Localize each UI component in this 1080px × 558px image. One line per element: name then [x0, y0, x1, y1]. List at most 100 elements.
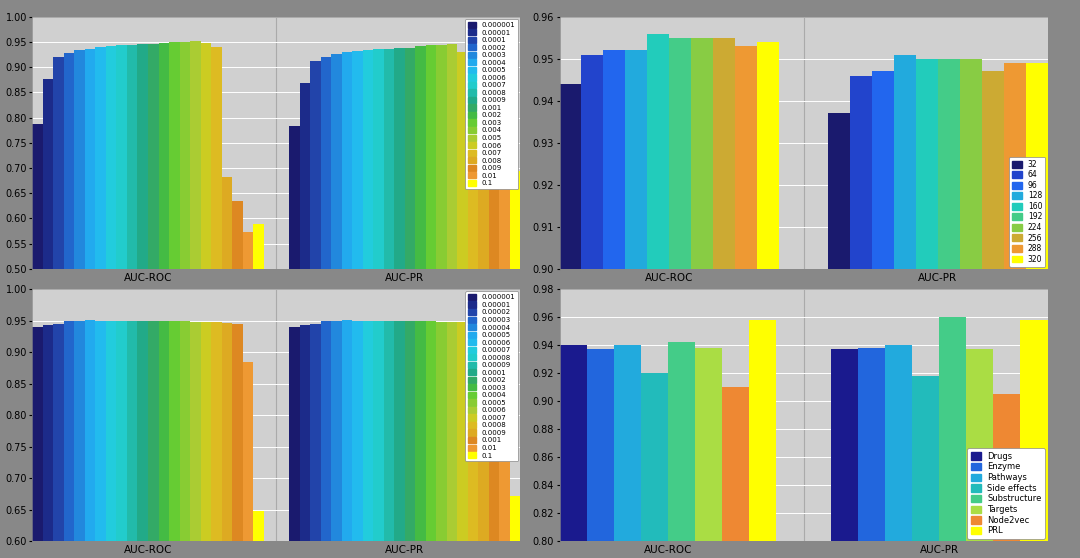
Bar — [243, 232, 253, 521]
Bar — [310, 61, 321, 521]
Bar — [669, 342, 696, 558]
Bar — [211, 323, 221, 558]
Legend: 32, 64, 96, 128, 160, 192, 224, 256, 288, 320: 32, 64, 96, 128, 160, 192, 224, 256, 288… — [1010, 157, 1045, 267]
Bar — [332, 54, 342, 521]
Bar — [937, 59, 960, 558]
Bar — [394, 321, 405, 558]
Bar — [289, 126, 300, 521]
Bar — [967, 349, 994, 558]
Bar — [426, 46, 436, 521]
Bar — [405, 47, 416, 521]
Bar — [106, 46, 117, 521]
Bar — [374, 321, 383, 558]
Bar — [201, 322, 211, 558]
Bar — [300, 325, 310, 558]
Bar — [1003, 63, 1026, 558]
Bar — [95, 47, 106, 521]
Bar — [85, 320, 95, 558]
Bar — [53, 56, 64, 521]
Bar — [586, 349, 613, 558]
Bar — [559, 345, 586, 558]
Bar — [342, 52, 352, 521]
Bar — [201, 43, 211, 521]
Bar — [179, 42, 190, 521]
Bar — [458, 322, 468, 558]
Bar — [458, 52, 468, 521]
Bar — [363, 50, 374, 521]
Bar — [499, 155, 510, 521]
Bar — [447, 45, 458, 521]
Bar — [179, 321, 190, 558]
Bar — [468, 173, 478, 521]
Bar — [289, 327, 300, 558]
Bar — [232, 324, 243, 558]
Bar — [321, 321, 332, 558]
Bar — [211, 47, 221, 521]
Bar — [960, 59, 982, 558]
Bar — [394, 48, 405, 521]
Bar — [828, 113, 850, 558]
Bar — [894, 55, 916, 558]
Bar — [468, 323, 478, 558]
Legend: 0.000001, 0.00001, 0.00002, 0.00003, 0.00004, 0.00005, 0.00006, 0.00007, 0.00008: 0.000001, 0.00001, 0.00002, 0.00003, 0.0… — [465, 291, 518, 461]
Bar — [117, 321, 127, 558]
Bar — [696, 348, 723, 558]
Bar — [885, 345, 912, 558]
Bar — [940, 317, 967, 558]
Bar — [510, 171, 521, 521]
Bar — [253, 224, 264, 521]
Bar — [436, 322, 447, 558]
Bar — [559, 84, 581, 558]
Bar — [221, 323, 232, 558]
Bar — [85, 49, 95, 521]
Bar — [604, 50, 625, 558]
Bar — [321, 56, 332, 521]
Bar — [232, 201, 243, 521]
Bar — [148, 44, 159, 521]
Bar — [478, 323, 489, 558]
Bar — [735, 46, 757, 558]
Bar — [352, 321, 363, 558]
Bar — [1021, 320, 1048, 558]
Bar — [383, 49, 394, 521]
Bar — [436, 46, 447, 521]
Bar — [32, 327, 43, 558]
Bar — [383, 321, 394, 558]
Bar — [478, 173, 489, 521]
Bar — [190, 322, 201, 558]
Bar — [137, 321, 148, 558]
Legend: Drugs, Enzyme, Pathways, Side effects, Substructure, Targets, Node2vec, PRL: Drugs, Enzyme, Pathways, Side effects, S… — [968, 449, 1045, 539]
Bar — [168, 42, 179, 521]
Bar — [489, 172, 499, 521]
Bar — [691, 38, 713, 558]
Bar — [106, 321, 117, 558]
Bar — [713, 38, 735, 558]
Bar — [850, 75, 872, 558]
Bar — [723, 387, 750, 558]
Bar — [43, 79, 53, 521]
Bar — [253, 511, 264, 558]
Bar — [159, 43, 168, 521]
Bar — [75, 50, 85, 521]
Bar — [499, 367, 510, 558]
Bar — [489, 324, 499, 558]
Bar — [190, 41, 201, 521]
Bar — [872, 71, 894, 558]
Bar — [117, 46, 127, 521]
Bar — [43, 325, 53, 558]
Bar — [374, 49, 383, 521]
Bar — [32, 124, 43, 521]
Bar — [426, 321, 436, 558]
Bar — [75, 321, 85, 558]
Bar — [300, 83, 310, 521]
Bar — [510, 496, 521, 558]
Bar — [221, 177, 232, 521]
Bar — [1026, 63, 1048, 558]
Bar — [352, 51, 363, 521]
Bar — [310, 324, 321, 558]
Bar — [159, 321, 168, 558]
Bar — [647, 33, 670, 558]
Bar — [405, 321, 416, 558]
Bar — [64, 52, 75, 521]
Bar — [127, 45, 137, 521]
